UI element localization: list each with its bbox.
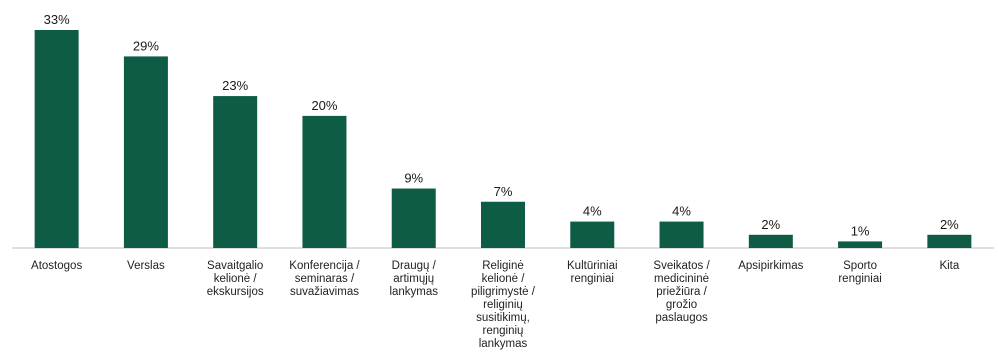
value-labels-group: 33% 29% 23% 20% 9% 7% 4% 4% 2% 1% 2% bbox=[44, 12, 960, 238]
category-label-3: Konferencija / seminaras / suvažiavimas bbox=[289, 260, 360, 298]
category-label-line: lankymas bbox=[479, 338, 528, 350]
category-label-line: kelionė / bbox=[482, 273, 526, 285]
value-label-5: 7% bbox=[494, 184, 513, 199]
bar-0 bbox=[34, 30, 79, 248]
category-label-line: Kultūriniai bbox=[567, 260, 618, 272]
category-label-line: Verslas bbox=[127, 260, 165, 272]
value-label-9: 1% bbox=[851, 223, 870, 238]
category-label-line: kelionė / bbox=[214, 273, 258, 285]
category-label-line: religinių bbox=[483, 299, 523, 311]
value-label-10: 2% bbox=[940, 217, 959, 232]
category-label-line: grožio bbox=[666, 299, 697, 311]
category-label-2: Savaitgalio kelionė / ekskursijos bbox=[207, 260, 264, 298]
value-label-1: 29% bbox=[133, 38, 159, 53]
bar-3 bbox=[302, 115, 347, 248]
category-label-line: Sporto bbox=[843, 260, 877, 272]
value-label-4: 9% bbox=[404, 171, 423, 186]
category-label-line: renginiai bbox=[838, 273, 881, 285]
category-label-6: Kultūriniai renginiai bbox=[567, 260, 618, 285]
category-label-8: Apsipirkimas bbox=[738, 260, 803, 272]
category-label-line: Kita bbox=[939, 260, 959, 272]
category-label-1: Verslas bbox=[127, 260, 165, 272]
value-label-2: 23% bbox=[222, 78, 248, 93]
value-label-6: 4% bbox=[583, 204, 602, 219]
category-label-line: Konferencija / bbox=[289, 260, 360, 272]
category-label-line: Draugų / bbox=[392, 260, 437, 272]
value-label-8: 2% bbox=[761, 217, 780, 232]
category-labels-group: Atostogos Verslas Savaitgalio kelionė / eksk… bbox=[31, 260, 960, 350]
value-label-7: 4% bbox=[672, 204, 691, 219]
category-label-line: artimųjų bbox=[393, 273, 434, 285]
category-label-line: renginiai bbox=[571, 273, 614, 285]
category-label-line: priežiūra / bbox=[656, 286, 707, 298]
category-label-5: Religinė kelionė / piligrimystė / religinių… bbox=[471, 260, 536, 350]
category-label-line: paslaugos bbox=[655, 312, 708, 324]
bar-2 bbox=[213, 96, 258, 248]
bar-8 bbox=[748, 234, 793, 248]
category-label-line: Apsipirkimas bbox=[738, 260, 803, 272]
category-label-line: suvažiavimas bbox=[290, 286, 359, 298]
bar-1 bbox=[123, 56, 168, 249]
category-label-line: ekskursijos bbox=[207, 286, 264, 298]
category-label-9: Sporto renginiai bbox=[838, 260, 881, 285]
category-label-line: susitikimų, bbox=[476, 312, 530, 324]
bar-7 bbox=[659, 221, 704, 248]
bar-10 bbox=[927, 234, 972, 248]
bar-5 bbox=[481, 201, 525, 248]
category-label-0: Atostogos bbox=[31, 260, 82, 272]
category-label-line: Atostogos bbox=[31, 260, 82, 272]
category-label-line: lankymas bbox=[389, 286, 438, 298]
category-label-line: piligrimystė / bbox=[471, 286, 536, 298]
category-label-10: Kita bbox=[939, 260, 959, 272]
category-label-line: Sveikatos / bbox=[653, 260, 710, 272]
bar-9 bbox=[838, 241, 883, 248]
value-label-3: 20% bbox=[311, 98, 337, 113]
category-label-4: Draugų / artimųjų lankymas bbox=[389, 260, 438, 298]
category-label-line: Savaitgalio bbox=[207, 260, 263, 272]
bar-4 bbox=[391, 188, 436, 248]
bars-group bbox=[34, 30, 972, 249]
bar-6 bbox=[570, 221, 615, 248]
category-label-line: renginių bbox=[483, 325, 524, 337]
category-label-7: Sveikatos / medicininė priežiūra / grožio pa… bbox=[653, 260, 710, 324]
category-label-line: seminaras / bbox=[295, 273, 355, 285]
category-label-line: medicininė bbox=[654, 273, 709, 285]
category-label-line: Religinė bbox=[482, 260, 524, 272]
value-label-0: 33% bbox=[44, 12, 70, 27]
